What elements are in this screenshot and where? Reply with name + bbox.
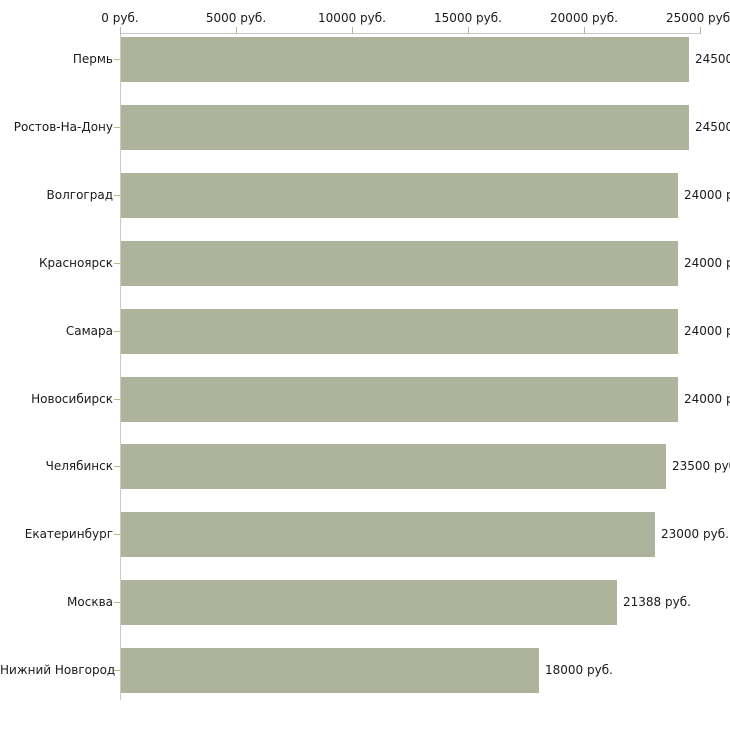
x-axis-tick-mark xyxy=(468,27,469,34)
x-axis-tick-mark xyxy=(120,27,121,34)
x-axis-tick-label: 25000 руб. xyxy=(666,11,730,25)
x-axis-tick-mark xyxy=(700,27,701,34)
bar xyxy=(121,37,689,82)
x-axis-tick-mark xyxy=(236,27,237,34)
category-label: Волгоград xyxy=(46,188,113,202)
category-label: Екатеринбург xyxy=(24,527,113,541)
bar xyxy=(121,377,678,422)
y-axis-tick-mark xyxy=(114,263,120,264)
category-label: Ростов-На-Дону xyxy=(13,120,113,134)
category-label: Новосибирск xyxy=(31,392,113,406)
y-axis-tick-mark xyxy=(114,534,120,535)
value-label: 24500 руб. xyxy=(695,120,730,134)
x-axis-tick-label: 20000 руб. xyxy=(550,11,618,25)
value-label: 24000 руб. xyxy=(684,188,730,202)
bar xyxy=(121,241,678,286)
value-label: 23500 руб. xyxy=(672,459,730,473)
x-axis-tick-label: 10000 руб. xyxy=(318,11,386,25)
category-label: Красноярск xyxy=(39,256,113,270)
x-axis-tick-mark xyxy=(584,27,585,34)
category-label: Челябинск xyxy=(45,459,113,473)
x-axis-line xyxy=(120,33,701,34)
bar xyxy=(121,580,617,625)
y-axis-tick-mark xyxy=(114,195,120,196)
bar xyxy=(121,105,689,150)
x-axis-tick-label: 5000 руб. xyxy=(205,11,267,25)
bar xyxy=(121,512,655,557)
value-label: 24500 руб. xyxy=(695,52,730,66)
y-axis-line xyxy=(120,33,121,700)
y-axis-tick-mark xyxy=(114,399,120,400)
x-axis-tick-label: 15000 руб. xyxy=(434,11,502,25)
value-label: 23000 руб. xyxy=(661,527,729,541)
category-label: Нижний Новгород xyxy=(0,663,116,677)
value-label: 24000 руб. xyxy=(684,256,730,270)
bar xyxy=(121,444,666,489)
y-axis-tick-mark xyxy=(114,59,120,60)
y-axis-tick-mark xyxy=(114,127,120,128)
value-label: 21388 руб. xyxy=(623,595,691,609)
value-label: 18000 руб. xyxy=(545,663,613,677)
value-label: 24000 руб. xyxy=(684,324,730,338)
bar xyxy=(121,309,678,354)
y-axis-tick-mark xyxy=(114,331,120,332)
x-axis-tick-label: 0 руб. xyxy=(101,11,139,25)
category-label: Самара xyxy=(65,324,113,338)
value-label: 24000 руб. xyxy=(684,392,730,406)
bar xyxy=(121,173,678,218)
y-axis-tick-mark xyxy=(114,670,120,671)
y-axis-tick-mark xyxy=(114,466,120,467)
category-label: Москва xyxy=(67,595,113,609)
category-label: Пермь xyxy=(72,52,113,66)
y-axis-tick-mark xyxy=(114,602,120,603)
bar xyxy=(121,648,539,693)
x-axis-tick-mark xyxy=(352,27,353,34)
